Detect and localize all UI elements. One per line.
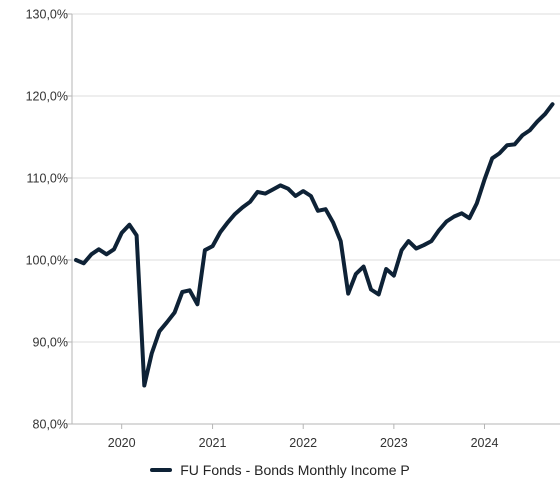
series-line <box>74 102 555 388</box>
data-point <box>74 258 78 262</box>
x-tick-label: 2021 <box>199 436 227 450</box>
data-point <box>89 252 93 256</box>
data-point <box>354 272 358 276</box>
data-point <box>195 302 199 306</box>
data-point <box>278 183 282 187</box>
data-point <box>535 119 539 123</box>
data-point <box>551 102 555 106</box>
legend-swatch <box>150 468 173 472</box>
data-point <box>165 320 169 324</box>
y-tick-label: 120,0% <box>26 90 68 104</box>
data-point <box>362 265 366 269</box>
data-point <box>135 233 139 237</box>
data-point <box>490 156 494 160</box>
data-point <box>309 194 313 198</box>
data-point <box>497 151 501 155</box>
data-point <box>150 352 154 356</box>
data-point <box>301 189 305 193</box>
data-point <box>543 112 547 116</box>
data-point <box>211 244 215 248</box>
y-tick-label: 100,0% <box>26 254 68 268</box>
y-tick-label: 110,0% <box>27 172 68 186</box>
data-point <box>286 187 290 191</box>
data-point <box>400 248 404 252</box>
axes <box>66 13 560 429</box>
data-point <box>157 329 161 333</box>
data-point <box>97 247 101 251</box>
data-point <box>331 220 335 224</box>
legend-label: FU Fonds - Bonds Monthly Income P <box>180 462 410 478</box>
y-tick-label: 130,0% <box>26 8 68 22</box>
data-point <box>384 267 388 271</box>
y-tick-labels: 80,0% 90,0% 100,0% 110,0% 120,0% 130,0% <box>26 8 68 432</box>
data-point <box>505 143 509 147</box>
data-point <box>248 200 252 204</box>
data-point <box>339 239 343 243</box>
data-point <box>422 243 426 247</box>
data-point <box>429 239 433 243</box>
x-tick-label: 2024 <box>471 436 499 450</box>
data-point <box>263 192 267 196</box>
data-point <box>105 252 109 256</box>
data-point <box>475 201 479 205</box>
data-point <box>82 261 86 265</box>
data-point <box>225 221 229 225</box>
data-point <box>520 133 524 137</box>
x-tick-label: 2023 <box>380 436 408 450</box>
data-point <box>460 211 464 215</box>
data-point <box>218 230 222 234</box>
data-point <box>240 206 244 210</box>
data-point <box>173 311 177 315</box>
data-point <box>369 288 373 292</box>
x-tick-label: 2020 <box>108 436 136 450</box>
data-point <box>445 220 449 224</box>
x-tick-labels: 2020 2021 2022 2023 2024 <box>108 436 499 450</box>
data-point <box>407 239 411 243</box>
data-point <box>294 194 298 198</box>
series-layer <box>74 102 555 388</box>
data-point <box>346 292 350 296</box>
y-tick-label: 80,0% <box>33 418 68 432</box>
data-point <box>127 223 131 227</box>
data-point <box>437 229 441 233</box>
data-point <box>188 288 192 292</box>
grid-lines <box>72 13 560 425</box>
data-point <box>120 231 124 235</box>
data-point <box>513 142 517 146</box>
data-point <box>142 384 146 388</box>
data-point <box>467 216 471 220</box>
data-point <box>112 247 116 251</box>
data-point <box>180 290 184 294</box>
data-point <box>392 274 396 278</box>
data-point <box>233 212 237 216</box>
data-point <box>203 248 207 252</box>
data-point <box>256 190 260 194</box>
data-point <box>271 188 275 192</box>
legend: FU Fonds - Bonds Monthly Income P <box>0 462 560 478</box>
data-point <box>324 207 328 211</box>
data-point <box>316 209 320 213</box>
data-point <box>528 128 532 132</box>
data-point <box>377 292 381 296</box>
y-tick-label: 90,0% <box>33 336 68 350</box>
data-point <box>483 178 487 182</box>
data-point <box>452 215 456 219</box>
data-point <box>414 247 418 251</box>
x-tick-label: 2022 <box>289 436 317 450</box>
